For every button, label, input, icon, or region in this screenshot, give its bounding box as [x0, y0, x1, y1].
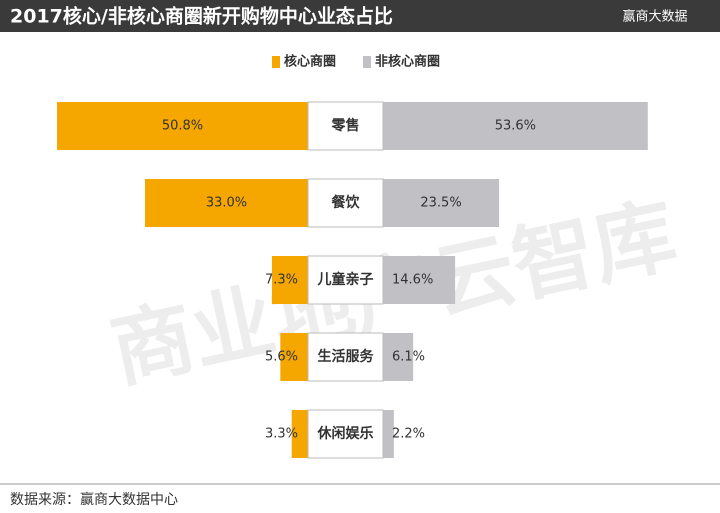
category-box [307, 101, 384, 151]
value-label: 2.2% [392, 427, 425, 442]
bar [383, 410, 394, 458]
logo: 赢商大数据 [622, 9, 687, 25]
header-bar [0, 0, 720, 32]
value-label: 23.5% [420, 196, 461, 211]
bar [144, 179, 308, 227]
category-box [307, 178, 384, 228]
value-label: 53.6% [495, 119, 536, 134]
bar [291, 410, 308, 458]
category-label: 生活服务 [318, 348, 375, 365]
value-label: 14.6% [392, 273, 433, 288]
legend-label: 核心商圈 [284, 54, 336, 70]
value-label: 6.1% [392, 350, 425, 365]
category-label: 餐饮 [331, 194, 361, 211]
value-label: 33.0% [206, 196, 247, 211]
bar [57, 102, 308, 150]
legend-swatch [363, 56, 371, 68]
value-label: 7.3% [265, 273, 298, 288]
chart-title: 2017核心/非核心商圈新开购物中心业态占比 [10, 5, 393, 28]
bar [383, 102, 648, 150]
source-note: 数据来源：赢商大数据中心 [10, 491, 178, 508]
bar [383, 179, 500, 227]
bar [280, 333, 308, 381]
value-label: 3.3% [265, 427, 298, 442]
category-box [307, 409, 384, 459]
value-label: 50.8% [162, 119, 203, 134]
category-box [307, 332, 384, 382]
legend-swatch [272, 56, 280, 68]
bar [383, 333, 414, 381]
category-label: 休闲娱乐 [317, 425, 374, 442]
legend-label: 非核心商圈 [375, 54, 440, 70]
value-label: 5.6% [265, 350, 298, 365]
category-box [307, 255, 384, 305]
bar [271, 256, 308, 304]
category-label: 儿童亲子 [317, 271, 374, 288]
category-label: 零售 [331, 117, 360, 134]
bar [383, 256, 456, 304]
